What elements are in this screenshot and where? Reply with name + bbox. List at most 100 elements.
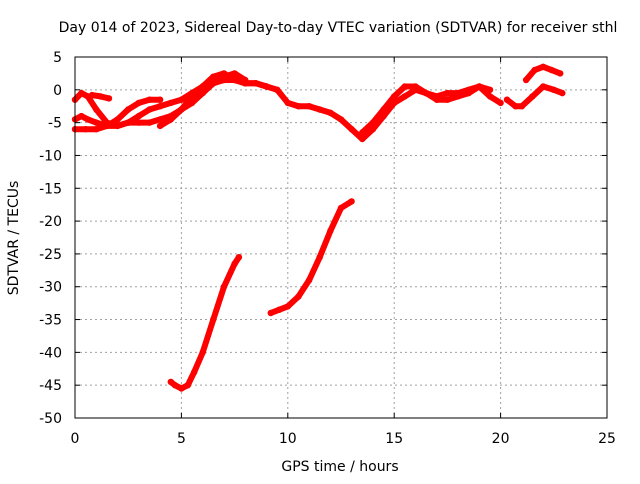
data-point [550,86,557,94]
series-line-trace-a [72,77,281,129]
data-point [220,283,228,290]
data-point [167,99,174,107]
tick-layer: 0 5 10 15 20 25 5 0 -5 -10 -15 -20 -25 -30 -35 -40 -45 -5… [39,50,616,447]
data-point [348,126,355,133]
data-point [78,89,85,97]
data-point [135,112,142,120]
y-tick-label: -45 [39,378,62,394]
x-tick-label: 5 [177,431,186,447]
y-tick-label: 0 [53,83,62,99]
data-point [486,86,494,94]
data-point [512,103,519,110]
y-tick-label: -25 [39,247,62,263]
data-point [235,254,243,261]
y-tick-label: -5 [48,116,62,132]
data-point [135,99,142,107]
y-tick-label: 5 [53,50,62,66]
data-point [125,106,132,113]
x-tick-label: 10 [279,431,297,447]
data-point [156,122,164,130]
data-point [93,119,100,126]
grid-layer [75,57,607,418]
data-point [114,116,121,123]
y-tick-label: -10 [39,148,62,164]
data-point [454,89,462,97]
data-point [156,116,164,123]
y-tick-label: -20 [39,214,62,230]
data-point [105,95,113,102]
data-point [276,306,283,313]
data-point [465,86,472,94]
data-point [433,93,440,100]
data-point [380,106,387,113]
data-point [337,204,345,212]
series-line-trace-k [267,198,355,316]
data-point [167,116,174,123]
x-tick-label: 0 [71,431,80,447]
data-point [146,96,153,103]
data-point [274,86,281,94]
data-point [84,116,92,123]
data-point [486,93,494,100]
data-point [503,96,511,103]
data-point [284,99,291,107]
data-point [284,303,291,310]
data-point [305,103,313,110]
data-point [444,96,451,103]
data-point [401,83,408,90]
data-point [540,83,547,90]
data-point [184,382,191,389]
data-point [529,93,536,100]
data-point [548,66,555,74]
data-point [316,106,323,113]
series-line-trace-f [274,83,504,142]
x-axis-label: GPS time / hours [281,459,398,475]
series-line-trace-j [167,254,242,392]
data-point [327,109,334,117]
data-point [267,309,274,317]
data-point [497,99,504,107]
data-point [369,119,377,126]
data-point [103,122,111,130]
chart-title: Day 014 of 2023, Sidereal Day-to-day VTE… [59,20,618,36]
y-tick-label: -30 [39,280,62,296]
data-point [518,103,526,110]
plot-frame [74,56,608,419]
data-point [231,76,238,84]
data-point [178,106,185,113]
data-point [199,349,206,356]
data-point [82,126,89,133]
data-point [191,368,198,376]
data-point [295,293,302,300]
data-point [359,135,366,143]
data-point [444,89,451,97]
data-point [401,93,408,100]
data-point [295,103,302,110]
data-point [146,106,153,113]
data-point [422,89,430,97]
data-point [231,260,238,267]
data-point [263,83,270,90]
data-point [93,106,100,113]
data-point [156,103,164,110]
data-point [391,93,398,100]
data-point [337,116,345,123]
data-point [220,70,228,77]
data-point [78,112,85,120]
data-point [316,254,323,261]
x-tick-label: 20 [492,431,510,447]
data-point [178,385,185,392]
data-point [412,83,419,90]
data-point [531,66,538,74]
data-point [522,76,530,84]
data-point [252,80,260,87]
data-point [171,382,179,389]
data-point [327,227,334,235]
data-point [210,316,217,323]
data-point [156,96,164,103]
data-point [540,63,547,70]
data-point [559,89,566,97]
data-point [97,93,104,100]
